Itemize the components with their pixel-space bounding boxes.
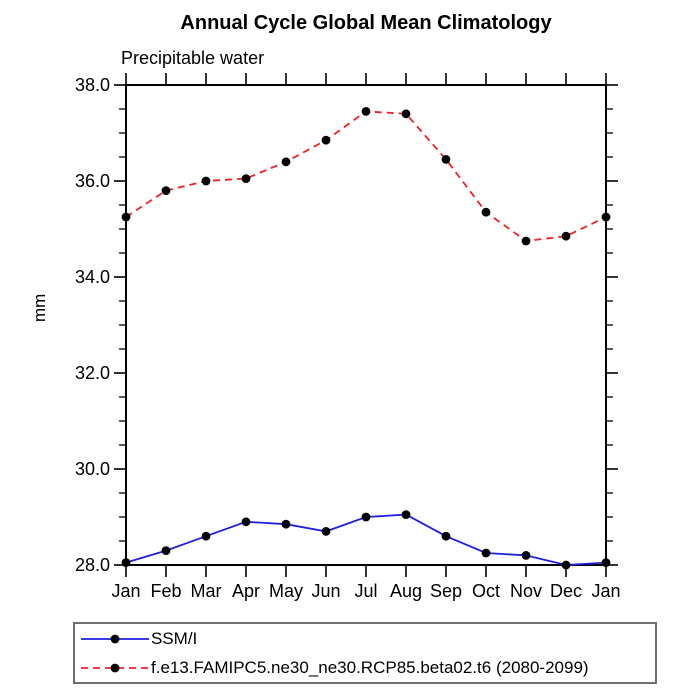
x-tick-label: Jun bbox=[311, 581, 340, 601]
data-point bbox=[561, 231, 571, 241]
data-point bbox=[121, 212, 131, 222]
legend-box: SSM/I f.e13.FAMIPC5.ne30_ne30.RCP85.beta0… bbox=[73, 622, 657, 684]
data-point bbox=[241, 174, 251, 184]
y-tick-label: 38.0 bbox=[75, 75, 110, 95]
data-point bbox=[161, 186, 171, 196]
legend-label: f.e13.FAMIPC5.ne30_ne30.RCP85.beta02.t6 … bbox=[151, 657, 589, 677]
legend-marker bbox=[110, 663, 120, 672]
data-point bbox=[201, 176, 211, 186]
y-tick-label: 28.0 bbox=[75, 555, 110, 575]
legend-line-sample bbox=[81, 634, 149, 643]
data-point bbox=[241, 517, 251, 527]
x-tick-label: Dec bbox=[550, 581, 582, 601]
data-point bbox=[201, 531, 211, 541]
y-tick-label: 30.0 bbox=[75, 459, 110, 479]
x-tick-label: Feb bbox=[150, 581, 181, 601]
y-tick-label: 32.0 bbox=[75, 363, 110, 383]
x-tick-label: Nov bbox=[510, 581, 542, 601]
y-tick-label: 34.0 bbox=[75, 267, 110, 287]
data-point bbox=[521, 236, 531, 246]
data-point bbox=[361, 512, 371, 522]
data-point bbox=[441, 531, 451, 541]
chart-subtitle: Precipitable water bbox=[121, 48, 265, 68]
chart-title: Annual Cycle Global Mean Climatology bbox=[180, 12, 552, 34]
series-line-0 bbox=[125, 513, 607, 566]
data-point bbox=[601, 558, 611, 567]
legend-marker bbox=[110, 634, 120, 643]
data-point bbox=[361, 107, 371, 116]
x-tick-label: Jul bbox=[354, 581, 377, 601]
y-tick-label: 36.0 bbox=[75, 171, 110, 191]
data-point bbox=[121, 558, 131, 567]
data-point bbox=[481, 207, 491, 217]
data-point bbox=[161, 546, 171, 555]
data-point bbox=[521, 551, 531, 560]
data-point bbox=[601, 212, 611, 222]
x-tick-label: Aug bbox=[390, 581, 422, 601]
data-point bbox=[401, 510, 411, 519]
data-point bbox=[281, 157, 291, 167]
x-tick-label: Sep bbox=[430, 581, 462, 601]
data-point bbox=[281, 519, 291, 529]
x-tick-label: Mar bbox=[191, 581, 222, 601]
x-tick-label: Oct bbox=[472, 581, 500, 601]
data-point bbox=[441, 155, 451, 164]
x-tick-label: May bbox=[269, 581, 303, 601]
data-point bbox=[481, 548, 491, 558]
legend-line-sample bbox=[81, 663, 149, 672]
legend-label: SSM/I bbox=[151, 628, 198, 648]
x-tick-label: Jan bbox=[591, 581, 620, 601]
x-tick-label: Jan bbox=[111, 581, 140, 601]
x-tick-label: Apr bbox=[232, 581, 260, 601]
legend-item: SSM/I bbox=[79, 626, 655, 652]
series-line-1 bbox=[125, 110, 607, 242]
data-point bbox=[321, 135, 331, 145]
plot-frame bbox=[125, 84, 607, 566]
data-point bbox=[401, 109, 411, 119]
data-point bbox=[561, 560, 571, 570]
data-point bbox=[321, 527, 331, 536]
legend-item: f.e13.FAMIPC5.ne30_ne30.RCP85.beta02.t6 … bbox=[79, 655, 655, 681]
